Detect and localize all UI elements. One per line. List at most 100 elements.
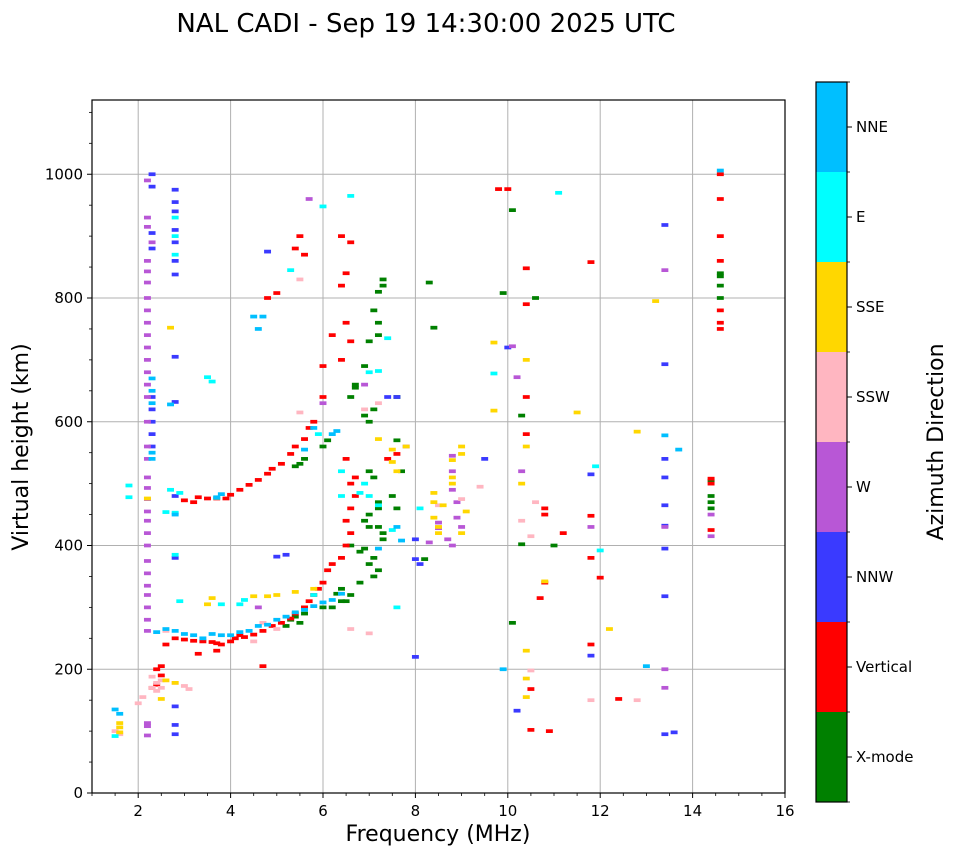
data-point <box>171 209 179 214</box>
data-point <box>555 190 563 195</box>
data-point <box>458 531 466 535</box>
y-tick-label: 800 <box>54 289 83 307</box>
data-point <box>338 591 345 596</box>
data-point <box>148 419 156 424</box>
data-point <box>236 630 244 634</box>
data-point <box>393 452 401 456</box>
data-point <box>254 327 262 331</box>
data-point <box>254 624 262 628</box>
data-point <box>268 466 276 471</box>
data-point <box>171 512 179 517</box>
data-point <box>351 494 359 498</box>
data-point <box>143 395 151 399</box>
data-point <box>379 283 387 288</box>
data-point <box>448 453 456 458</box>
data-point <box>301 447 308 452</box>
data-point <box>333 429 341 433</box>
data-point <box>264 296 272 300</box>
data-point <box>217 602 225 607</box>
data-point <box>250 632 258 637</box>
data-point <box>379 277 387 282</box>
data-point <box>374 320 382 325</box>
data-point <box>310 586 318 591</box>
data-point <box>481 457 489 461</box>
data-point <box>143 531 151 535</box>
data-point <box>508 344 516 349</box>
colorbar-tick-label: SSW <box>856 388 890 406</box>
data-point <box>707 494 715 498</box>
data-point <box>347 240 355 245</box>
data-point <box>171 187 179 192</box>
data-point <box>716 172 724 177</box>
colorbar: X-mode Vertical NNW W SSW SSE E NNE <box>815 81 913 803</box>
data-point <box>171 556 179 560</box>
plot-frame <box>91 99 786 794</box>
data-point <box>448 458 456 462</box>
data-point <box>264 622 272 627</box>
data-point <box>268 624 276 628</box>
data-point <box>347 481 355 486</box>
data-point <box>365 469 373 474</box>
data-point <box>707 500 715 505</box>
colorbar-tick-label: X-mode <box>856 748 913 766</box>
data-point <box>157 664 165 669</box>
data-point <box>592 464 600 469</box>
data-point <box>171 200 179 204</box>
data-point <box>171 240 179 245</box>
data-point <box>398 469 406 474</box>
data-point <box>587 525 595 529</box>
data-point <box>171 259 179 263</box>
data-point <box>716 308 724 313</box>
data-point <box>273 291 281 295</box>
data-point <box>393 605 401 610</box>
data-point <box>661 546 669 551</box>
data-point <box>111 729 119 733</box>
data-point <box>365 419 373 424</box>
data-point <box>287 616 295 621</box>
data-point <box>545 729 553 733</box>
series-sse <box>116 299 660 735</box>
data-point <box>435 531 442 535</box>
data-point <box>347 531 355 535</box>
data-point <box>374 333 382 337</box>
data-point <box>587 260 595 264</box>
data-point <box>338 494 345 498</box>
data-point <box>143 419 151 424</box>
data-point <box>208 596 216 600</box>
y-tick-label: 600 <box>54 413 83 431</box>
data-point <box>393 506 401 511</box>
colorbar-tick-label: Vertical <box>856 658 912 676</box>
data-point <box>416 562 424 566</box>
data-point <box>416 506 424 511</box>
data-point <box>143 320 151 325</box>
data-point <box>143 345 151 350</box>
data-point <box>425 540 433 545</box>
data-point <box>227 639 235 644</box>
data-point <box>153 630 161 634</box>
data-point <box>661 667 669 672</box>
x-tick-label: 16 <box>775 802 794 820</box>
data-point <box>236 633 244 638</box>
data-point <box>661 503 669 508</box>
data-point <box>522 302 530 307</box>
data-point <box>171 400 179 404</box>
data-point <box>365 370 373 375</box>
data-point <box>342 320 350 325</box>
data-point <box>347 543 355 548</box>
data-point <box>143 370 151 375</box>
data-point <box>448 481 456 486</box>
data-point <box>245 629 253 633</box>
data-point <box>222 496 230 501</box>
data-point <box>393 469 401 474</box>
data-point <box>314 432 322 436</box>
data-point <box>370 556 378 560</box>
data-point <box>291 246 299 251</box>
data-point <box>596 548 604 553</box>
colorbar-tick-label: W <box>856 478 871 496</box>
data-point <box>518 518 526 523</box>
data-point <box>143 457 151 461</box>
data-point <box>180 684 188 688</box>
data-point <box>379 531 387 535</box>
data-point <box>116 721 124 725</box>
data-point <box>490 371 498 376</box>
